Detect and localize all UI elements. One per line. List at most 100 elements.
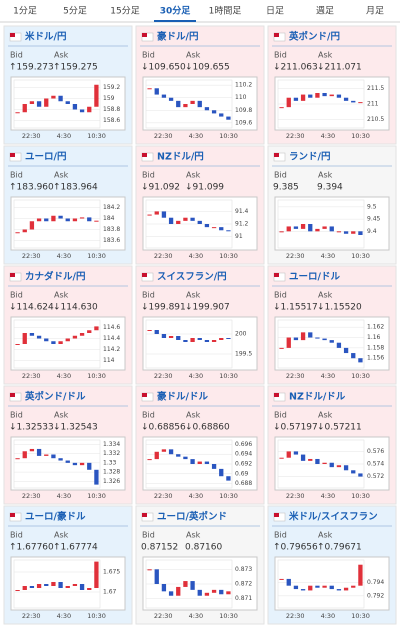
ask-value: 0.87160 <box>185 543 222 553</box>
pair-name[interactable]: 英ポンド/円 <box>289 31 340 43</box>
tab[interactable]: 1分足 <box>13 6 37 17</box>
pair-name[interactable]: カナダドル/円 <box>25 271 85 283</box>
bid-value: ↑0.79656 <box>273 543 318 553</box>
tab[interactable]: 30分足 <box>160 5 192 17</box>
x-tick-label: 4:30 <box>57 372 72 380</box>
pair-name[interactable]: ユーロ/円 <box>25 152 66 163</box>
candle <box>343 231 349 234</box>
pair-name[interactable]: NZドル/円 <box>157 152 204 163</box>
candle <box>308 332 313 338</box>
candle <box>219 468 224 477</box>
candle <box>190 459 195 464</box>
candle <box>204 592 210 596</box>
pair-name[interactable]: 豪ドル/ドル <box>157 391 208 403</box>
candle <box>358 473 363 477</box>
pair-name[interactable]: ランド/円 <box>289 152 330 163</box>
plot-frame <box>277 559 365 609</box>
candle <box>279 347 284 349</box>
x-tick-label: 22:30 <box>22 612 41 620</box>
candle <box>219 589 224 595</box>
y-tick-label: 114 <box>103 357 115 364</box>
y-tick-label: 0.576 <box>367 448 384 455</box>
candle <box>183 581 188 587</box>
x-tick-label: 10:30 <box>219 132 238 140</box>
y-tick-label: 1.162 <box>367 324 384 331</box>
tab[interactable]: 15分足 <box>110 6 139 17</box>
candle <box>154 451 159 460</box>
x-tick-label: 10:30 <box>219 252 238 260</box>
ask-label: Ask <box>186 291 201 300</box>
x-tick-label: 10:30 <box>351 372 370 380</box>
tab[interactable]: 日足 <box>266 6 284 17</box>
x-tick-label: 4:30 <box>189 492 204 500</box>
candle <box>351 100 356 103</box>
tab[interactable]: 週足 <box>316 6 334 17</box>
pair-name[interactable]: NZドル/ドル <box>289 392 346 403</box>
candle <box>15 112 20 114</box>
plot-frame <box>13 559 101 609</box>
candle <box>351 585 356 588</box>
candle <box>22 451 27 459</box>
candle <box>336 342 342 348</box>
candle <box>161 584 167 592</box>
chart-box <box>274 556 390 611</box>
candle <box>293 585 299 590</box>
candle <box>197 220 202 224</box>
y-tick-label: 0.871 <box>235 595 252 602</box>
ask-value: ↓0.68860 <box>185 423 230 433</box>
pair-name[interactable]: 米ドル/スイスフラン <box>288 511 378 523</box>
candle <box>315 337 320 339</box>
pair-name[interactable]: スイスフラン/円 <box>157 272 227 283</box>
ask-label: Ask <box>54 411 69 420</box>
ask-label: Ask <box>186 411 201 420</box>
tab[interactable]: 5分足 <box>63 6 87 17</box>
bid-label: Bid <box>10 51 23 60</box>
x-tick-label: 4:30 <box>321 612 336 620</box>
pair-name[interactable]: ユーロ/英ポンド <box>157 511 227 523</box>
candle <box>315 228 320 232</box>
pair-name[interactable]: 英ポンド/ドル <box>25 391 86 403</box>
bid-value: 0.87152 <box>141 543 178 553</box>
candle <box>183 104 188 108</box>
plot-frame <box>13 199 101 249</box>
pair-name[interactable]: ユーロ/ドル <box>289 272 340 283</box>
y-tick-label: 0.794 <box>367 579 384 586</box>
x-tick-label: 22:30 <box>154 612 173 620</box>
pair-name[interactable]: ユーロ/豪ドル <box>25 511 86 523</box>
candle <box>15 344 20 345</box>
bid-value: ↓1.15517 <box>273 303 318 313</box>
candle <box>87 588 92 590</box>
chart-box <box>274 316 390 371</box>
candle <box>308 585 313 591</box>
x-tick-label: 10:30 <box>87 132 106 140</box>
x-tick-label: 10:30 <box>87 612 106 620</box>
bid-value: ↓0.57197 <box>273 423 318 433</box>
tab[interactable]: 月足 <box>366 6 384 17</box>
candle <box>308 94 313 98</box>
candle <box>51 95 56 99</box>
candle <box>190 338 195 342</box>
x-tick-label: 22:30 <box>286 492 305 500</box>
x-tick-label: 10:30 <box>351 492 370 500</box>
tab[interactable]: 1時間足 <box>209 6 242 17</box>
flag-mark <box>274 393 279 397</box>
pair-name[interactable]: 米ドル/円 <box>24 31 66 43</box>
bid-value: ↓109.650 <box>141 63 186 73</box>
candle <box>308 224 313 232</box>
ask-value: ↓114.630 <box>53 303 98 313</box>
y-tick-label: 0.872 <box>235 581 252 588</box>
ask-label: Ask <box>186 531 201 540</box>
candle <box>44 98 49 107</box>
bid-value: ↑1.67760 <box>9 543 54 553</box>
candle <box>15 232 20 234</box>
candle <box>329 94 334 97</box>
bid-value: ↓0.68856 <box>141 423 186 433</box>
bid-label: Bid <box>142 411 155 420</box>
ask-label: Ask <box>186 171 201 180</box>
flag-mark <box>142 513 147 517</box>
candle <box>29 221 35 230</box>
y-tick-label: 1.158 <box>367 344 384 351</box>
pair-name[interactable]: 豪ドル/円 <box>157 31 198 43</box>
y-tick-label: 184 <box>103 215 115 222</box>
candle <box>226 230 231 232</box>
